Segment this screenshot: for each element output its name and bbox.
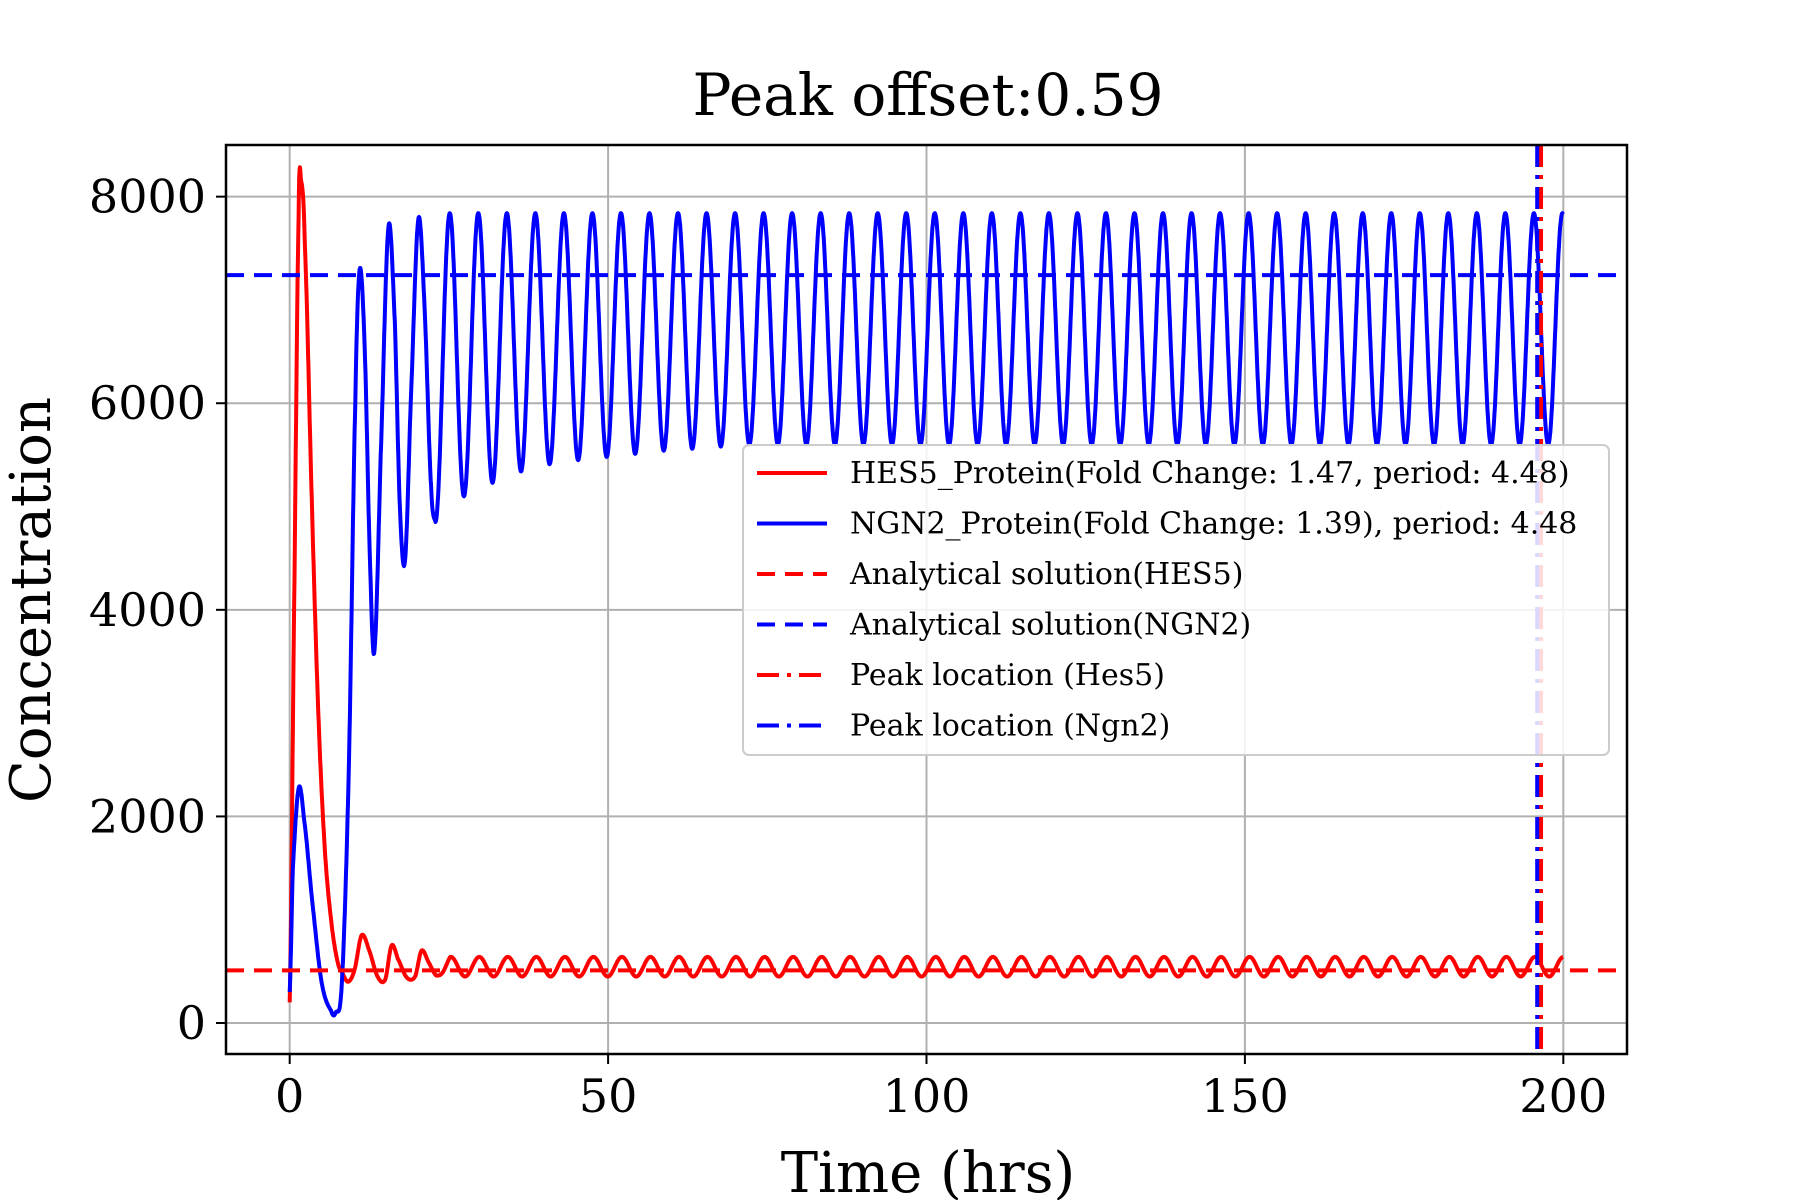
y-tick-label: 6000 [89,376,206,430]
x-tick-label: 0 [275,1069,304,1123]
legend-label-4: Peak location (Hes5) [850,658,1165,693]
x-axis-label: Time (hrs) [781,1141,1076,1200]
legend: HES5_Protein(Fold Change: 1.47, period: … [742,444,1610,756]
y-tick-label: 2000 [89,789,206,843]
y-tick-label: 8000 [89,170,206,224]
chart-title: Peak offset:0.59 [692,61,1163,129]
legend-label-0: HES5_Protein(Fold Change: 1.47, period: … [850,456,1570,491]
x-tick-label: 150 [1201,1069,1289,1123]
legend-label-2: Analytical solution(HES5) [849,557,1243,592]
y-axis-label: Concentration [0,397,64,803]
legend-label-3: Analytical solution(NGN2) [849,608,1251,643]
legend-label-5: Peak location (Ngn2) [850,709,1170,744]
series-layer [226,145,1627,1054]
x-tick-label: 50 [579,1069,638,1123]
x-tick-label: 200 [1519,1069,1607,1123]
y-tick-label: 0 [177,996,206,1050]
legend-label-1: NGN2_Protein(Fold Change: 1.39), period:… [850,507,1577,542]
y-tick-label: 4000 [89,583,206,637]
x-tick-label: 100 [883,1069,971,1123]
series-line-1 [287,211,1565,1018]
legend-box [742,444,1610,756]
